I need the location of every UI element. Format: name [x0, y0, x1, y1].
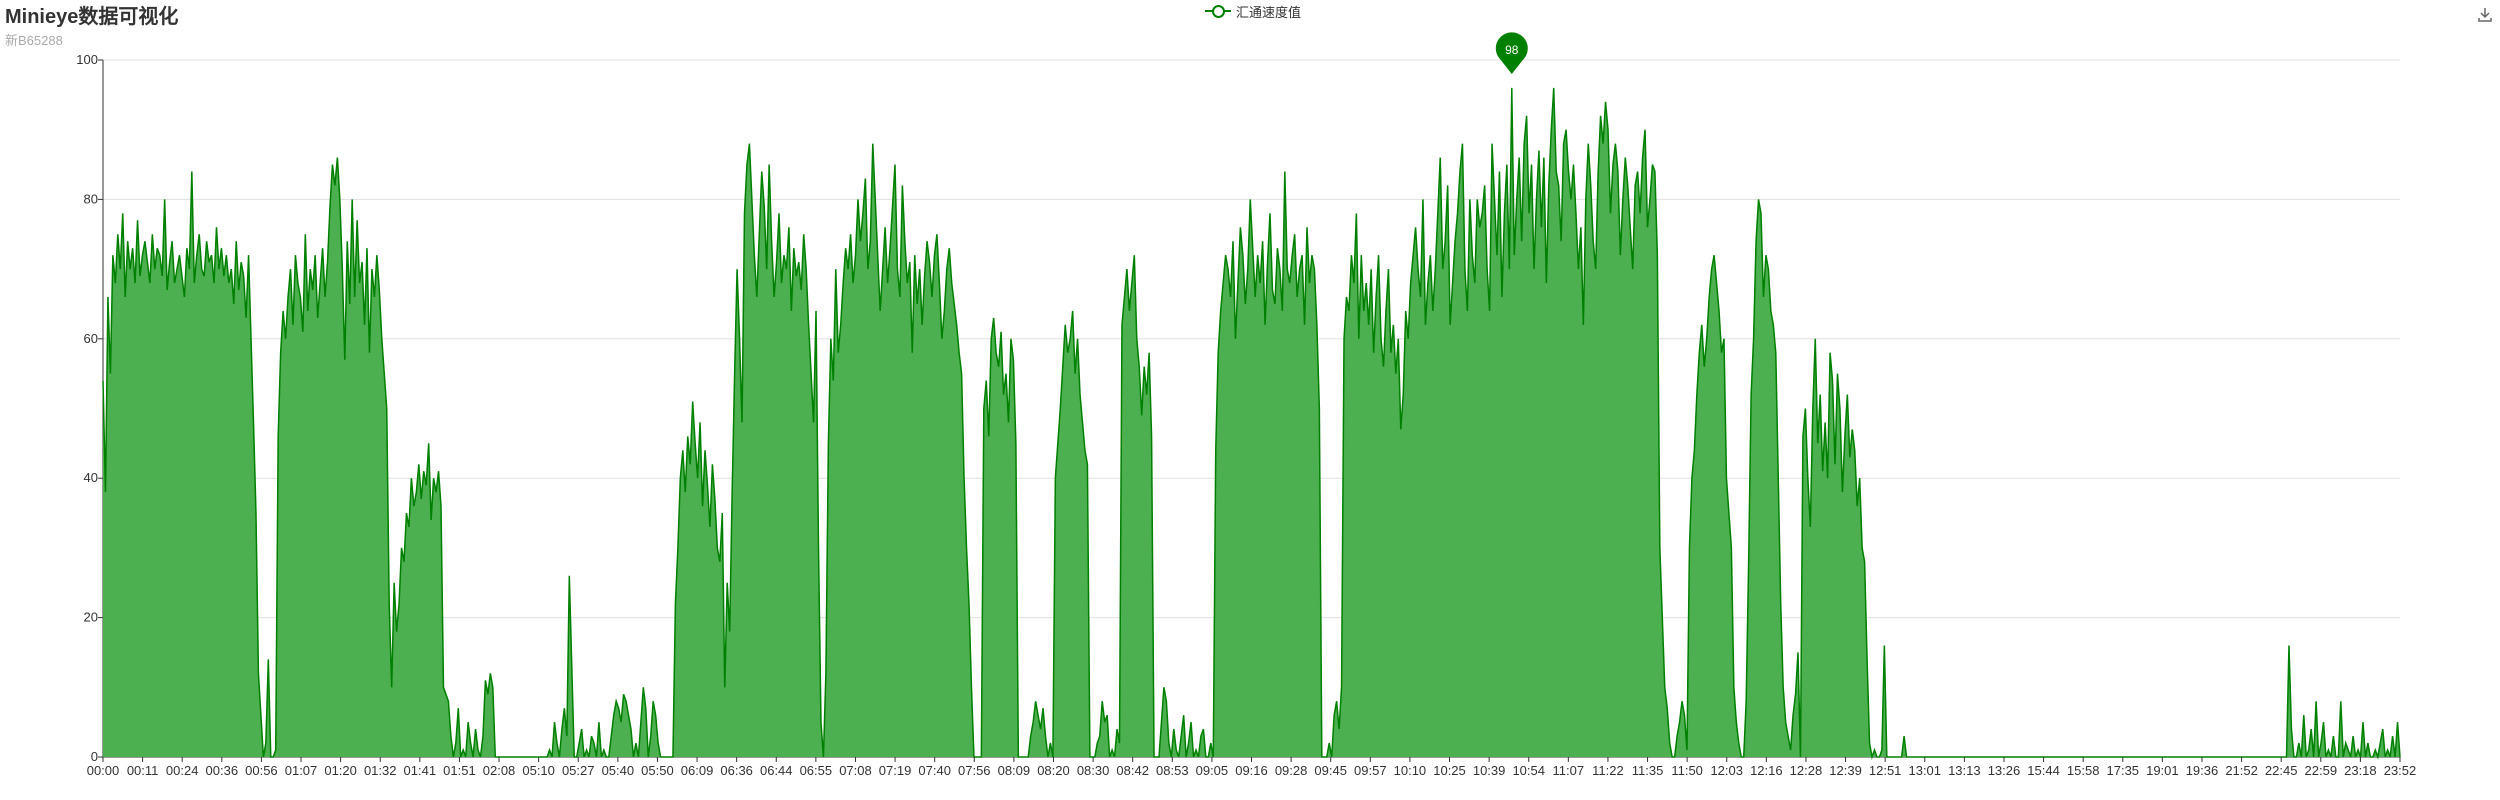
x-tick-label: 11:07 [1553, 763, 1585, 778]
x-tick-label: 12:16 [1750, 763, 1783, 778]
x-tick-label: 11:35 [1632, 763, 1664, 778]
y-tick-label: 60 [84, 331, 98, 346]
x-tick-label: 13:13 [1948, 763, 1981, 778]
y-tick-label: 20 [84, 610, 98, 625]
series-line [102, 87, 2401, 760]
x-tick-label: 05:27 [562, 763, 595, 778]
x-tick-label: 02:08 [483, 763, 516, 778]
x-tick-label: 19:01 [2146, 763, 2179, 778]
max-marker-label: 98 [1505, 43, 1519, 57]
page-title: Minieye数据可视化 [5, 6, 179, 28]
x-tick-label: 13:26 [1988, 763, 2021, 778]
chart-legend[interactable]: 汇通速度值 [1205, 2, 1301, 20]
x-tick-label: 00:56 [245, 763, 278, 778]
x-tick-label: 01:41 [404, 763, 437, 778]
x-tick-label: 06:55 [800, 763, 833, 778]
max-marker-pin [1495, 32, 1528, 74]
x-tick-label: 19:36 [2186, 763, 2219, 778]
x-tick-label: 06:09 [681, 763, 714, 778]
x-tick-label: 10:10 [1394, 763, 1427, 778]
x-tick-label: 06:36 [720, 763, 753, 778]
legend-series-marker [1205, 4, 1231, 18]
x-tick-label: 10:54 [1512, 763, 1545, 778]
x-tick-label: 17:35 [2107, 763, 2140, 778]
x-tick-label: 09:45 [1314, 763, 1347, 778]
y-tick-label: 80 [84, 191, 98, 206]
x-tick-label: 22:45 [2265, 763, 2298, 778]
x-tick-label: 07:19 [879, 763, 912, 778]
x-tick-label: 07:40 [918, 763, 951, 778]
x-tick-label: 15:58 [2067, 763, 2100, 778]
x-tick-label: 07:56 [958, 763, 991, 778]
x-tick-label: 10:39 [1473, 763, 1506, 778]
x-tick-label: 00:24 [166, 763, 199, 778]
x-tick-label: 08:09 [998, 763, 1031, 778]
x-tick-label: 22:59 [2305, 763, 2338, 778]
x-tick-label: 10:25 [1433, 763, 1466, 778]
x-tick-label: 08:30 [1077, 763, 1110, 778]
x-tick-label: 05:10 [522, 763, 555, 778]
x-tick-label: 08:20 [1037, 763, 1070, 778]
x-tick-label: 06:44 [760, 763, 793, 778]
x-tick-label: 05:40 [602, 763, 635, 778]
x-tick-label: 08:53 [1156, 763, 1189, 778]
x-tick-label: 13:01 [1908, 763, 1941, 778]
x-tick-label: 01:32 [364, 763, 397, 778]
x-tick-label: 11:22 [1592, 763, 1624, 778]
x-tick-label: 09:57 [1354, 763, 1387, 778]
x-tick-label: 05:50 [641, 763, 674, 778]
x-tick-label: 01:51 [443, 763, 476, 778]
x-tick-label: 07:08 [839, 763, 872, 778]
x-tick-label: 01:20 [324, 763, 357, 778]
x-tick-label: 12:39 [1829, 763, 1862, 778]
x-tick-label: 00:11 [127, 763, 159, 778]
x-tick-label: 09:05 [1196, 763, 1229, 778]
x-tick-label: 23:18 [2344, 763, 2377, 778]
x-tick-label: 12:51 [1869, 763, 1902, 778]
y-tick-label: 0 [91, 749, 98, 764]
x-tick-label: 00:00 [87, 763, 120, 778]
x-tick-label: 21:52 [2225, 763, 2258, 778]
x-tick-label: 01:07 [285, 763, 318, 778]
legend-series-label: 汇通速度值 [1236, 4, 1302, 20]
x-tick-label: 09:28 [1275, 763, 1308, 778]
x-tick-label: 08:42 [1116, 763, 1149, 778]
page-subtitle: 新B65288 [5, 33, 63, 48]
x-tick-label: 09:16 [1235, 763, 1268, 778]
y-tick-label: 40 [84, 470, 98, 485]
download-icon[interactable] [2476, 6, 2494, 24]
x-tick-label: 12:28 [1790, 763, 1823, 778]
y-tick-label: 100 [76, 52, 98, 67]
x-tick-label: 23:52 [2384, 763, 2417, 778]
x-tick-label: 11:50 [1671, 763, 1703, 778]
x-tick-label: 12:03 [1710, 763, 1743, 778]
x-tick-label: 00:36 [206, 763, 239, 778]
series-area [103, 87, 2400, 757]
x-tick-label: 15:44 [2027, 763, 2060, 778]
